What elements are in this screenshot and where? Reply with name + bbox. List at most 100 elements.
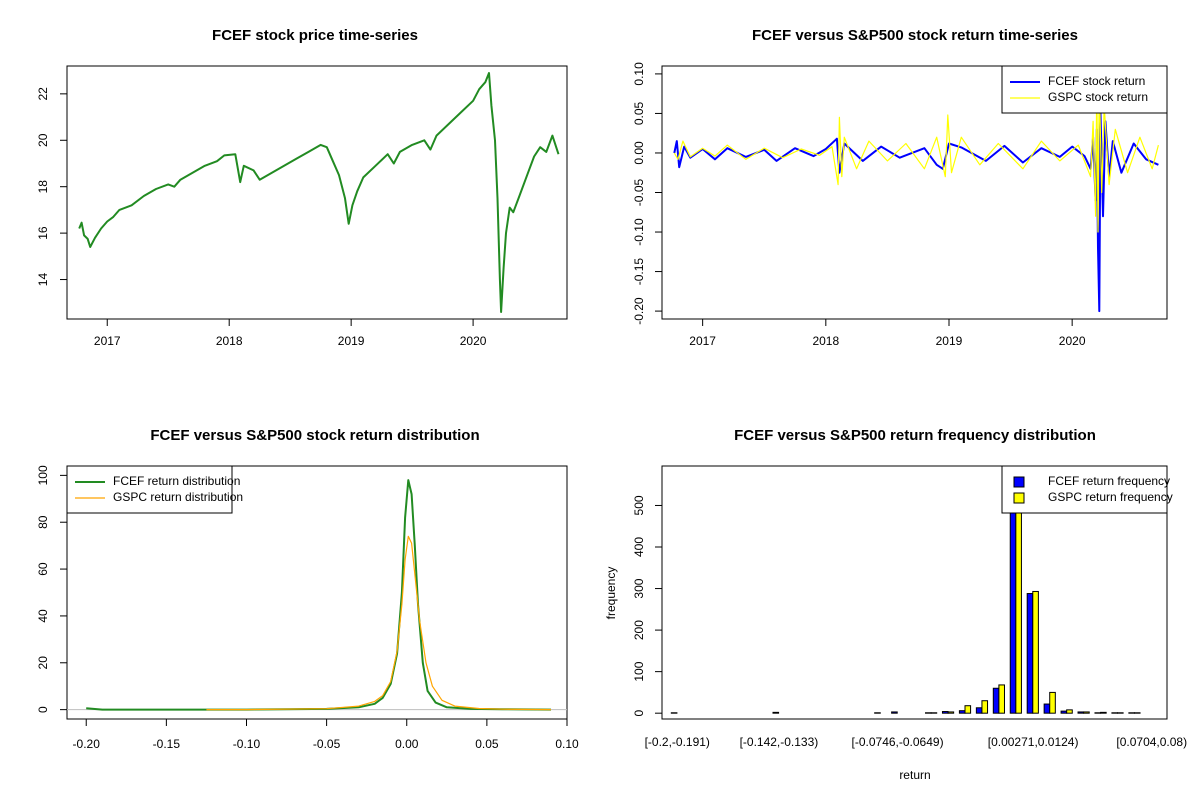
y-tick-label: 0.10 <box>632 62 646 86</box>
y-tick-label: 20 <box>36 133 50 147</box>
plot-area: -0.20 -0.15 -0.10 -0.05 0.00 0.05 0.10 2017 2018… <box>632 62 1168 348</box>
y-tick-label: 0.00 <box>632 141 646 165</box>
x-axis-label: return <box>899 768 930 782</box>
chart-title: FCEF stock price time-series <box>212 27 418 44</box>
bar-gspc <box>1032 590 1039 714</box>
bar-fcef <box>891 711 898 714</box>
return-time-series-panel: FCEF versus S&P500 stock return time-ser… <box>632 27 1168 348</box>
x-tick-label: -0.10 <box>233 737 261 751</box>
bar-gspc <box>1083 711 1090 714</box>
legend-swatch <box>1013 492 1025 504</box>
series-line-fcef <box>673 112 1159 313</box>
x-tick-label: -0.15 <box>153 737 181 751</box>
bar-fcef <box>958 710 966 714</box>
y-tick-label: 0 <box>36 706 50 713</box>
legend-label: GSPC return frequency <box>1048 490 1173 504</box>
plot-area: 0 100 200 300 400 500 [-0.2,-0.191) [-0.142,-0.… <box>632 465 1187 749</box>
x-tick-label: [0.0704,0.08) <box>1116 735 1187 749</box>
x-tick-label: 0.10 <box>555 737 579 751</box>
y-tick-label: 100 <box>36 465 50 485</box>
y-tick-label: 400 <box>632 537 646 557</box>
bar-gspc <box>1100 711 1107 714</box>
legend: FCEF return frequency GSPC return frequen… <box>1001 465 1173 514</box>
y-tick-label: 20 <box>36 656 50 670</box>
x-tick-label: 2019 <box>936 334 963 348</box>
x-tick-label: 0.00 <box>395 737 419 751</box>
plot-frame <box>661 465 1168 720</box>
x-tick-label: 2018 <box>216 334 243 348</box>
y-tick-label: 100 <box>632 661 646 681</box>
legend-label: GSPC stock return <box>1048 90 1148 104</box>
series-line-gspc <box>206 535 552 711</box>
legend-box <box>66 465 233 514</box>
chart-title: FCEF versus S&P500 stock return distribu… <box>150 427 479 444</box>
y-tick-label: 200 <box>632 620 646 640</box>
y-tick-label: 300 <box>632 578 646 598</box>
plot-frame <box>66 65 568 320</box>
bar-gspc <box>1066 709 1073 714</box>
x-tick-label: 2018 <box>812 334 839 348</box>
series-line-gspc <box>673 81 1159 233</box>
bar-fcef <box>1026 593 1034 714</box>
legend: FCEF stock return GSPC stock return <box>1001 65 1168 114</box>
bar-fcef <box>941 711 949 714</box>
y-tick-label: 16 <box>36 226 50 240</box>
x-tick-label: 2019 <box>338 334 365 348</box>
y-tick-label: -0.20 <box>632 297 646 325</box>
x-tick-label: 2017 <box>94 334 121 348</box>
legend-box <box>1001 65 1168 114</box>
bar-gspc <box>947 711 955 714</box>
legend-box <box>1001 465 1168 514</box>
x-tick-label: [-0.142,-0.133) <box>740 735 819 749</box>
bar-gspc <box>964 705 972 714</box>
chart-title: FCEF versus S&P500 stock return time-ser… <box>752 27 1078 44</box>
series-line-fcef <box>78 72 560 313</box>
x-tick-label: -0.05 <box>313 737 341 751</box>
y-tick-label: -0.15 <box>632 258 646 286</box>
bar-gspc <box>1015 496 1022 714</box>
price-time-series-panel: FCEF stock price time-series 14 16 18 20 22 2… <box>36 27 568 348</box>
y-tick-label: 60 <box>36 562 50 576</box>
plot-area: 14 16 18 20 22 2017 2018 2019 2020 <box>36 65 568 348</box>
return-frequency-panel: FCEF versus S&P500 return frequency dist… <box>604 427 1187 782</box>
legend-label: FCEF stock return <box>1048 74 1145 88</box>
bar-gspc <box>981 700 989 714</box>
plot-area: 0 20 40 60 80 100 -0.20 -0.15 -0.10 -0.05 0.00 0.05… <box>36 465 579 751</box>
y-tick-label: 18 <box>36 180 50 194</box>
bar-fcef <box>1009 496 1017 714</box>
bar-fcef <box>1060 710 1068 714</box>
x-tick-label: 2020 <box>1059 334 1086 348</box>
y-tick-label: 22 <box>36 87 50 101</box>
x-tick-label: 2020 <box>460 334 487 348</box>
x-tick-label: [-0.0746,-0.0649) <box>852 735 944 749</box>
chart-title: FCEF versus S&P500 return frequency dist… <box>734 427 1096 444</box>
x-tick-label: 2017 <box>689 334 716 348</box>
bar-gspc <box>1049 691 1056 714</box>
bar-fcef <box>1077 711 1085 714</box>
series-line-fcef <box>86 479 552 711</box>
y-tick-label: -0.05 <box>632 179 646 207</box>
x-tick-label: [0.00271,0.0124) <box>988 735 1079 749</box>
bar-fcef <box>772 711 780 714</box>
bar-fcef <box>992 687 1000 714</box>
bar-fcef <box>1043 703 1051 714</box>
legend-swatch <box>1013 476 1025 488</box>
y-tick-label: 500 <box>632 495 646 515</box>
y-axis-label: frequency <box>604 567 618 620</box>
return-distribution-panel: FCEF versus S&P500 stock return distribu… <box>36 427 579 751</box>
x-tick-label: -0.20 <box>73 737 101 751</box>
y-tick-label: 0.05 <box>632 101 646 125</box>
y-tick-label: 14 <box>36 273 50 287</box>
legend-label: FCEF return frequency <box>1048 474 1170 488</box>
y-tick-label: -0.10 <box>632 218 646 246</box>
legend-label: FCEF return distribution <box>113 474 240 488</box>
plot-frame <box>66 465 568 720</box>
y-tick-label: 80 <box>36 515 50 529</box>
bar-gspc <box>998 684 1005 714</box>
x-tick-label: 0.05 <box>475 737 499 751</box>
y-tick-label: 0 <box>632 710 646 717</box>
bar-fcef <box>975 707 983 714</box>
x-tick-label: [-0.2,-0.191) <box>645 735 710 749</box>
y-tick-label: 40 <box>36 609 50 623</box>
